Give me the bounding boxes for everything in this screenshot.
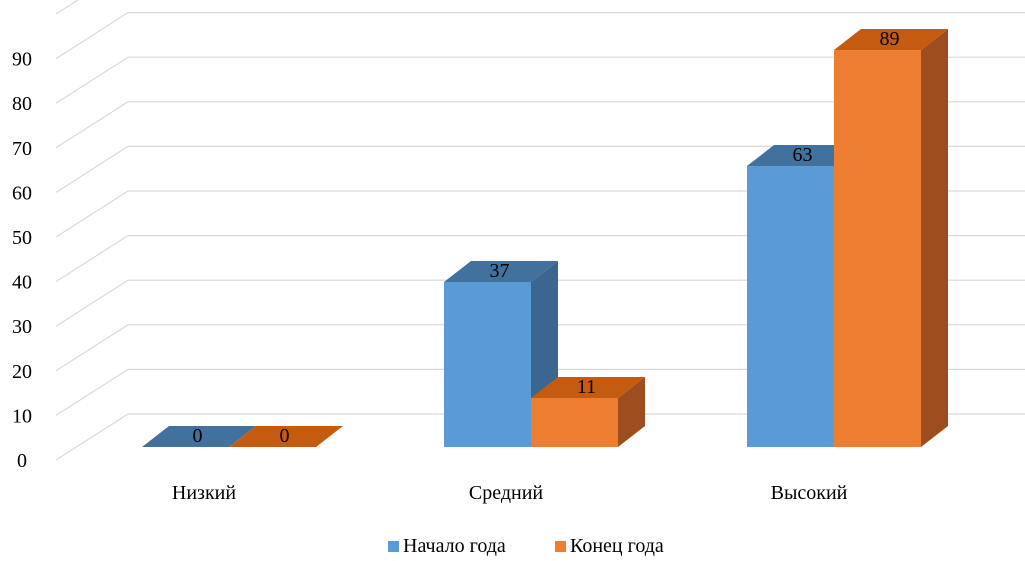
gridline-depth (55, 0, 80, 15)
bar-top (747, 145, 861, 167)
gridline-depth (55, 190, 129, 238)
bar-top (444, 260, 558, 282)
y-tick-label: 50 (12, 227, 32, 249)
data-label: 0 (280, 425, 290, 447)
y-tick-label: 40 (12, 272, 32, 294)
gridline-depth (55, 145, 129, 193)
data-label: 11 (577, 376, 596, 398)
x-axis-categories: Низкий Средний Высокий (172, 482, 848, 504)
legend-swatch (555, 541, 566, 552)
gridline-depth (55, 235, 129, 283)
y-tick-label: 90 (12, 49, 32, 71)
data-label: 63 (793, 144, 813, 166)
bar-side (921, 29, 948, 448)
gridline-depth (55, 324, 129, 372)
legend-label: Конец года (570, 535, 664, 557)
bar-top (142, 426, 256, 447)
bar-top (229, 426, 343, 447)
legend-label: Начало года (403, 535, 506, 557)
gridline-depth (55, 12, 129, 60)
gridline-depth (55, 368, 129, 416)
legend-swatch (388, 541, 399, 552)
y-tick-label: 20 (12, 361, 32, 383)
y-tick-label: 60 (12, 182, 32, 204)
bar-top (531, 376, 645, 398)
data-label: 0 (193, 425, 203, 447)
legend: Начало года Конец года (388, 535, 664, 557)
gridline-depth (55, 101, 129, 149)
y-tick-label: 10 (12, 405, 32, 427)
y-tick-label: 70 (12, 138, 32, 160)
y-tick-label: 0 (17, 450, 27, 472)
gridline-depth (55, 56, 129, 104)
bar-front (531, 397, 618, 447)
y-axis-ticks: 0 10 20 30 40 50 60 70 80 90 (12, 49, 32, 472)
data-label: 37 (490, 260, 510, 282)
data-label: 89 (880, 28, 900, 50)
bar-front (834, 50, 921, 448)
category-label: Низкий (172, 482, 236, 504)
data-labels: 0 0 37 11 63 89 (193, 28, 900, 447)
y-tick-label: 30 (12, 316, 32, 338)
bar-top (834, 29, 948, 51)
y-tick-label: 80 (12, 93, 32, 115)
category-label: Средний (469, 482, 544, 504)
bar-front (747, 166, 834, 447)
gridline-depth (55, 279, 129, 327)
bar-side (618, 376, 645, 447)
category-label: Высокий (771, 482, 848, 504)
bars (142, 29, 948, 448)
bar-front (444, 281, 531, 447)
gridline-depth (55, 413, 129, 461)
